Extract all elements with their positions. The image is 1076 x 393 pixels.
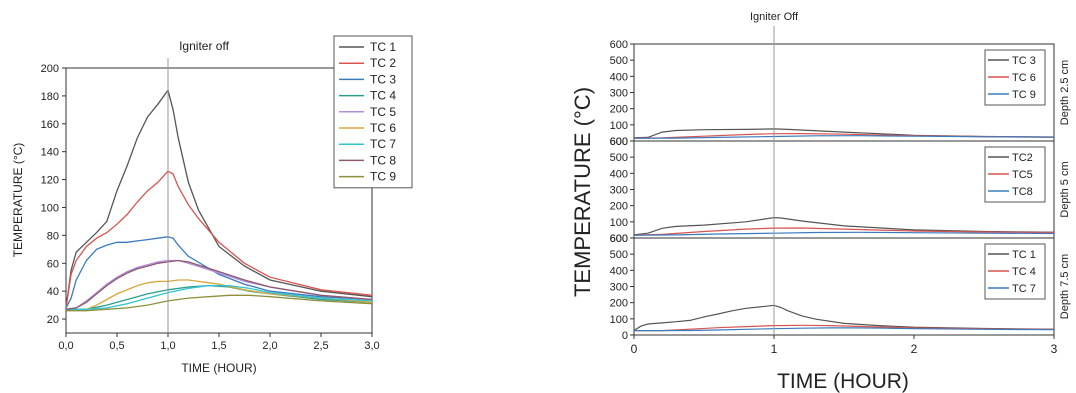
- left-series-line-tc1: [65, 88, 373, 308]
- left-y-tick-label: 200: [41, 63, 59, 75]
- right-y-tick-label: 400: [610, 168, 628, 180]
- left-x-tick-label: 1,5: [211, 340, 226, 352]
- left-y-tick-label: 80: [47, 230, 59, 242]
- right-y-tick-label: 200: [610, 201, 628, 213]
- right-series-line-tc1: [633, 304, 1055, 332]
- right-x-tick-label: 2: [911, 342, 918, 356]
- right-y-tick-label: 600: [610, 136, 628, 148]
- right-y-tick-label: 500: [610, 152, 628, 164]
- right-y-tick-label: 600: [610, 136, 628, 148]
- right-x-tick-label: 3: [1051, 342, 1058, 356]
- right-y-axis-label: TEMPERATURE (°C): [570, 87, 595, 297]
- left-series-line-tc2: [65, 170, 373, 308]
- left-legend-label: TC 3: [370, 72, 396, 86]
- right-y-tick-label: 600: [610, 39, 628, 51]
- right-legend-label: TC 4: [1012, 266, 1036, 278]
- right-panels: 600 100 200 300 400 500 600 TC 3 TC 6 TC 9 Depth 2…: [610, 39, 1071, 342]
- left-legend: TC 1 TC 2 TC 3 TC 4 TC 5 TC 6 TC 7 TC 8 TC 9: [333, 35, 413, 189]
- left-x-tick-label: 0,5: [109, 340, 124, 352]
- left-y-tick-label: 20: [47, 314, 59, 326]
- right-legend-label: TC5: [1012, 169, 1033, 181]
- right-series-line-tc5: [633, 227, 1055, 236]
- right-x-axis: 0 1 2 3: [631, 335, 1058, 356]
- right-y-tick-label: 500: [610, 249, 628, 261]
- left-legend-label: TC 4: [370, 89, 396, 103]
- left-x-axis-label: TIME (HOUR): [181, 361, 256, 375]
- right-y-tick-label: 300: [610, 185, 628, 197]
- right-y-tick-label: 300: [610, 282, 628, 294]
- right-x-tick-label: 1: [771, 342, 778, 356]
- right-y-tick-label: 100: [610, 314, 628, 326]
- right-y-tick-label: 200: [610, 104, 628, 116]
- right-y-tick-label: 400: [610, 265, 628, 277]
- left-series-line-tc8: [65, 259, 373, 310]
- left-axes: 0,0 0,5 1,0 1,5 2,0 2,5 3,0 20 40 60 80 100 120 140 16…: [41, 63, 380, 352]
- right-panel-1: 600 100 200 300 400 500 600 TC 3 TC 6 TC 9 Depth 2…: [610, 39, 1071, 148]
- left-y-tick-label: 120: [41, 175, 59, 187]
- right-depth-label: Depth 5 cm: [1059, 161, 1071, 217]
- left-y-axis-label: TEMPERATURE (°C): [11, 143, 25, 258]
- right-series-line-tc7: [634, 327, 1055, 332]
- left-igniter-label: Igniter off: [179, 39, 229, 53]
- right-depth-label: Depth 7.5 cm: [1059, 254, 1071, 319]
- left-series-group: [65, 88, 373, 312]
- right-depth-label: Depth 2.5 cm: [1059, 60, 1071, 125]
- left-y-tick-label: 100: [41, 202, 59, 214]
- left-series-line-tc6: [66, 279, 373, 310]
- right-legend-label: TC 7: [1012, 283, 1036, 295]
- right-legend-label: TC 6: [1012, 72, 1036, 84]
- left-legend-label: TC 5: [370, 105, 396, 119]
- left-chart: 0,0 0,5 1,0 1,5 2,0 2,5 3,0 20 40 60 80 100 120 140 16…: [11, 35, 413, 375]
- left-legend-label: TC 9: [370, 170, 396, 184]
- right-y-tick-label: 100: [610, 217, 628, 229]
- left-x-tick-label: 0,0: [58, 340, 73, 352]
- right-series-line-tc8: [633, 231, 1055, 236]
- left-x-tick-label: 1,0: [160, 340, 175, 352]
- left-series-line-tc7: [66, 284, 373, 310]
- left-legend-label: TC 6: [370, 121, 396, 135]
- right-legend-label: TC2: [1012, 152, 1033, 164]
- right-legend-label: TC 9: [1012, 89, 1036, 101]
- left-y-tick-label: 180: [41, 91, 59, 103]
- right-legend-label: TC 1: [1012, 249, 1036, 261]
- left-x-tick-label: 3,0: [364, 340, 379, 352]
- right-panel-2: 600 100 200 300 400 500 600 TC2 TC5 TC8 Depth 5 cm: [610, 136, 1071, 245]
- right-y-tick-label: 500: [610, 55, 628, 67]
- right-y-tick-label: 0: [622, 330, 628, 342]
- right-panel-3: 0 100 200 300 400 500 600 TC 1 TC 4 TC 7 Depth 7.5…: [610, 233, 1071, 342]
- right-x-tick-label: 0: [631, 342, 638, 356]
- right-legend-label: TC 3: [1012, 55, 1036, 67]
- left-series-line-tc9: [66, 294, 373, 312]
- right-y-tick-label: 600: [610, 233, 628, 245]
- left-legend-label: TC 8: [370, 153, 396, 167]
- left-legend-label: TC 2: [370, 56, 396, 70]
- left-y-tick-label: 60: [47, 258, 59, 270]
- right-y-tick-label: 100: [610, 120, 628, 132]
- right-y-tick-label: 300: [610, 88, 628, 100]
- left-x-tick-label: 2,5: [313, 340, 328, 352]
- right-y-tick-label: 200: [610, 298, 628, 310]
- right-x-axis-label: TIME (HOUR): [777, 370, 909, 393]
- left-series-line-tc5: [65, 259, 373, 310]
- left-y-tick-label: 160: [41, 119, 59, 131]
- right-y-tick-label: 600: [610, 233, 628, 245]
- left-y-tick-label: 140: [41, 147, 59, 159]
- right-y-tick-label: 400: [610, 71, 628, 83]
- right-series-line-tc9: [633, 135, 1055, 139]
- left-x-tick-label: 2,0: [262, 340, 277, 352]
- left-series-line-tc3: [65, 236, 373, 309]
- right-igniter-label: Igniter Off: [750, 11, 799, 23]
- left-plot-frame: [65, 67, 373, 334]
- right-series-line-tc4: [634, 324, 1055, 332]
- right-legend-label: TC8: [1012, 186, 1033, 198]
- left-legend-label: TC 1: [370, 40, 396, 54]
- left-legend-label: TC 7: [370, 137, 396, 151]
- left-y-tick-label: 40: [47, 286, 59, 298]
